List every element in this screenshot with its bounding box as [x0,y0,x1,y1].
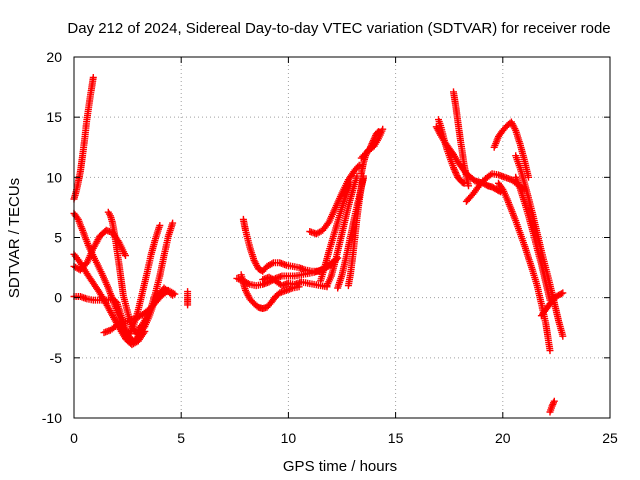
data-point [550,397,558,405]
data-point [452,170,460,178]
x-tick-label: 10 [281,430,297,446]
data-point [169,291,177,299]
x-tick-label: 20 [495,430,511,446]
data-point [559,289,567,297]
series-arc-a9 [134,219,177,333]
data-point [122,252,129,259]
data-point [89,74,97,81]
data-points [70,74,567,416]
data-point [550,399,557,407]
data-point [379,125,387,133]
y-tick-label: 10 [46,169,62,185]
chart-title: Day 212 of 2024, Sidereal Day-to-day VTE… [67,20,610,37]
series-arc-c3 [432,123,505,196]
y-tick-label: -5 [50,350,63,366]
series-arc-c6 [495,179,554,355]
series-arc-a8 [122,222,164,343]
x-tick-label: 5 [177,430,185,446]
x-axis-label: GPS time / hours [283,458,397,475]
data-point [268,260,276,268]
series-arc-c9 [537,289,567,320]
data-point [169,219,177,227]
series-arc-a1 [70,74,97,203]
data-point [557,290,565,298]
series-arc-a6 [70,293,134,344]
data-point [118,319,126,327]
data-point [559,332,567,340]
series-arc-a11 [184,288,192,309]
axes: 0 5 10 15 20 25 -10 -5 0 5 10 15 20 [42,49,618,446]
y-axis-label: SDTVAR / TECUs [6,178,23,298]
y-tick-label: 20 [46,49,62,65]
y-tick-label: 0 [54,290,62,306]
data-point [167,290,175,298]
x-tick-label: 15 [388,430,404,446]
data-point [353,172,361,180]
data-point [244,280,252,287]
y-tick-label: 15 [46,109,62,125]
data-point [124,331,132,339]
series-arc-b6 [317,178,355,285]
data-point [487,171,494,179]
y-tick-label: -10 [42,410,62,426]
data-point [156,222,164,229]
series-arc-b11 [357,125,387,162]
data-point [465,182,472,190]
series-arc-c10 [546,397,558,416]
series-arc-b7 [323,172,361,290]
x-tick-label: 0 [70,430,78,446]
data-point [184,288,192,296]
data-point [546,347,554,355]
series-arc-c5 [490,118,532,181]
x-tick-label: 25 [602,430,618,446]
series-arc-c8 [512,152,567,340]
series-arc-a10 [152,284,177,304]
y-tick-label: 5 [54,230,62,246]
